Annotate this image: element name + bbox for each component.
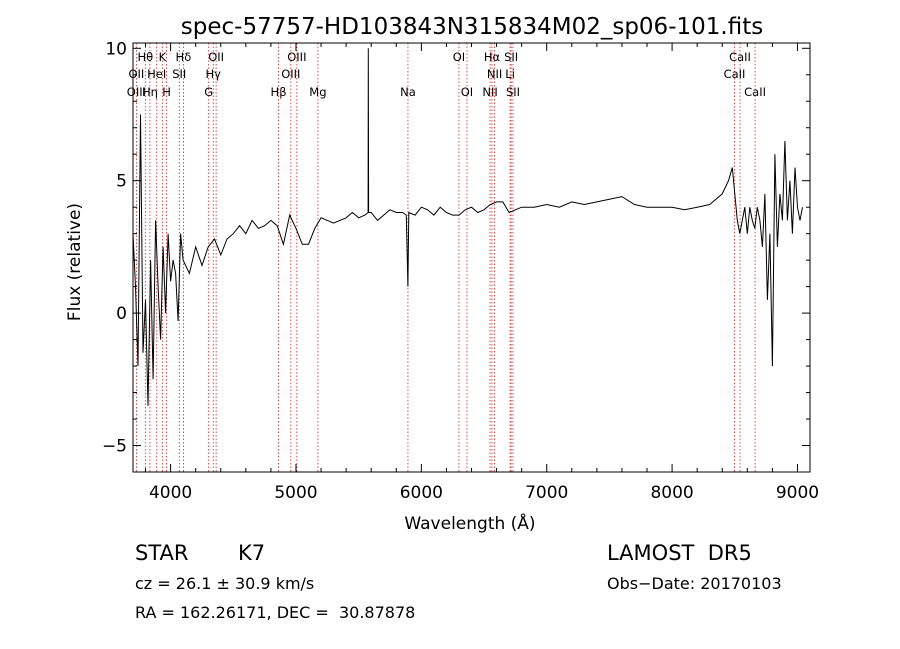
x-axis-ticks: 4000 5000 6000 7000 8000 9000	[145, 43, 819, 503]
spectral-line-label: NII	[487, 67, 502, 81]
x-tick-label: 6000	[400, 483, 443, 503]
spectral-line-label: OIII	[287, 50, 306, 64]
x-tick-label: 4000	[149, 483, 192, 503]
velocity-text: cz = 26.1 ± 30.9 km/s	[135, 574, 315, 593]
spectral-line-label: OII	[128, 67, 144, 81]
spectral-line-label: OIII	[127, 85, 146, 99]
spectral-line-label: OIII	[281, 67, 300, 81]
spectral-line-label: Li	[505, 67, 515, 81]
spectral-line-label: Hθ	[137, 50, 153, 64]
spectral-line-label: Hδ	[176, 50, 192, 64]
object-class: STAR	[135, 541, 189, 565]
spectral-line-label: SII	[506, 85, 520, 99]
y-tick-label: 0	[116, 304, 127, 324]
spectral-line-label: CaII	[744, 85, 766, 99]
chart-title: spec-57757-HD103843N315834M02_sp06-101.f…	[181, 14, 763, 40]
spectral-line-label: SII	[172, 67, 186, 81]
plot-frame	[132, 42, 811, 473]
x-tick-label: 8000	[650, 483, 693, 503]
spectral-line-label: OI	[461, 85, 473, 99]
x-tick-label: 9000	[776, 483, 819, 503]
spectral-line-label: NII	[482, 85, 497, 99]
spectral-line-label: CaII	[724, 67, 746, 81]
y-tick-label: −5	[102, 437, 127, 457]
y-axis-label: Flux (relative)	[65, 203, 85, 321]
x-tick-label: 7000	[525, 483, 568, 503]
spectral-line-label: Mg	[309, 85, 326, 99]
y-tick-label: 10	[105, 39, 127, 59]
spectral-line-label: Hγ	[206, 67, 222, 81]
spectral-line-label: H	[162, 85, 171, 99]
y-tick-label: 5	[116, 172, 127, 192]
spectrum-series-line	[132, 48, 803, 406]
spectral-line-label: Hα	[484, 50, 501, 64]
survey-name: LAMOST DR5	[607, 541, 752, 565]
coordinates-text: RA = 162.26171, DEC = 30.87878	[135, 603, 416, 622]
y-axis-ticks: −5 0 5 10	[102, 39, 810, 473]
x-tick-label: 5000	[274, 483, 317, 503]
spectral-line-label: OI	[453, 50, 465, 64]
spectral-line-label: OII	[208, 50, 224, 64]
spectral-line-label: HeI	[147, 67, 166, 81]
spectral-line-label: SII	[504, 50, 518, 64]
spectral-line-label: G	[204, 85, 213, 99]
spectral-line-label: K	[159, 50, 167, 64]
spectral-line-label: Na	[400, 85, 416, 99]
spectral-line-label: CaII	[729, 50, 751, 64]
spectral-line-markers	[135, 43, 756, 472]
x-axis-label: Wavelength (Å)	[404, 512, 535, 534]
spectral-line-label: Hβ	[271, 85, 287, 99]
spectral-line-label: Hη	[142, 85, 158, 99]
observation-date: Obs−Date: 20170103	[607, 574, 782, 593]
object-subclass: K7	[238, 541, 266, 565]
